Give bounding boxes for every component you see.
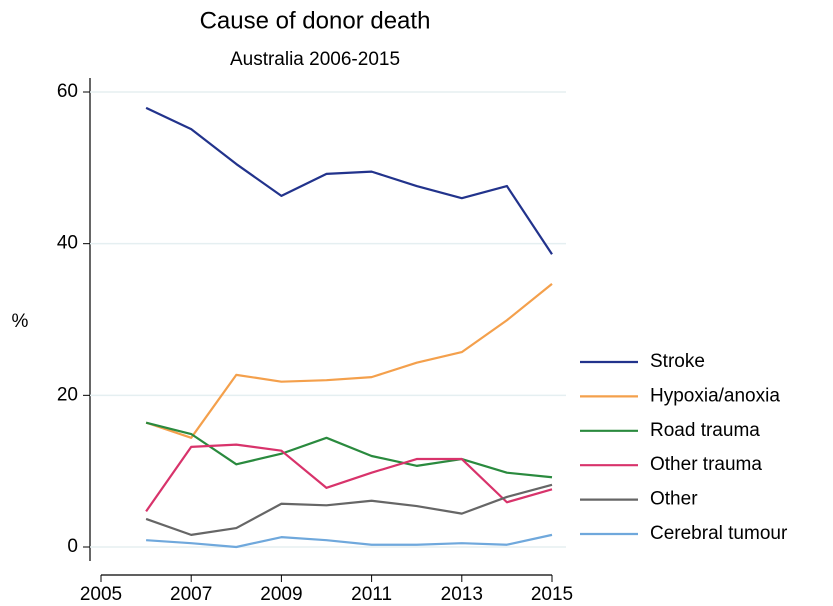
legend-label: Stroke <box>650 351 705 372</box>
y-tick-label: 60 <box>57 81 78 102</box>
chart-subtitle: Australia 2006-2015 <box>230 49 400 70</box>
legend-label: Hypoxia/anoxia <box>650 385 780 406</box>
x-tick-label: 2013 <box>441 584 483 605</box>
x-tick-label: 2009 <box>260 584 302 605</box>
x-tick-label: 2011 <box>351 584 392 605</box>
legend-label: Road trauma <box>650 420 760 441</box>
series-line <box>145 421 553 479</box>
x-tick-label: 2005 <box>80 584 122 605</box>
y-tick-label: 0 <box>67 536 78 557</box>
series-line <box>145 106 553 255</box>
y-tick-label: 20 <box>57 384 78 405</box>
y-tick-label: 40 <box>57 233 78 254</box>
series-line <box>146 533 553 549</box>
series-line <box>145 443 553 512</box>
x-tick-label: 2007 <box>170 584 212 605</box>
x-tick-label: 2015 <box>531 584 573 605</box>
legend-label: Cerebral tumour <box>650 523 788 544</box>
series-line <box>145 283 553 439</box>
y-axis-label: % <box>12 311 29 332</box>
series-line <box>145 483 553 536</box>
chart-title: Cause of donor death <box>200 7 431 34</box>
legend-label: Other <box>650 489 698 510</box>
legend-label: Other trauma <box>650 454 762 475</box>
